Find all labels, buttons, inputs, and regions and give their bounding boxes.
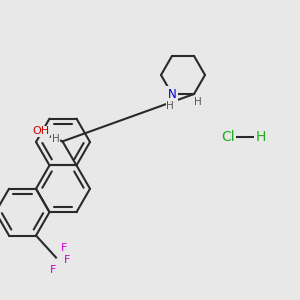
Text: H: H (166, 101, 174, 111)
Text: H: H (256, 130, 266, 144)
Text: F: F (61, 242, 67, 253)
Text: OH: OH (32, 126, 49, 136)
Text: H: H (194, 97, 202, 107)
Text: F: F (64, 254, 70, 265)
Text: F: F (50, 265, 56, 275)
Text: H: H (52, 134, 59, 144)
Text: Cl: Cl (221, 130, 235, 144)
Text: N: N (168, 88, 176, 100)
